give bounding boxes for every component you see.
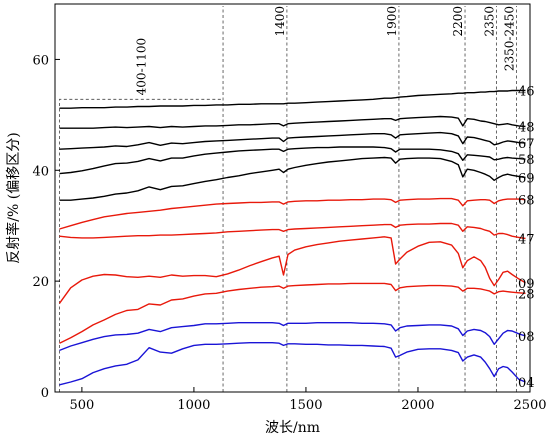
reference-label: 1900 xyxy=(385,6,399,37)
series-line xyxy=(58,236,526,304)
y-axis-label: 反射率/% (偏移区分) xyxy=(5,132,22,263)
series-label: 69 xyxy=(518,171,535,186)
series-line xyxy=(59,146,526,175)
series-line xyxy=(59,197,526,230)
x-tick-label: 1000 xyxy=(177,398,210,413)
series-label: 08 xyxy=(518,330,535,345)
series-line xyxy=(59,222,526,240)
tick-labels: 500 1000 1500 2000 2500 0 20 40 60 xyxy=(32,53,546,413)
series-line xyxy=(59,282,526,344)
series-line xyxy=(59,115,526,129)
highlight-box: 400-1100 xyxy=(59,38,224,392)
x-tick-label: 1500 xyxy=(289,398,322,413)
series-line xyxy=(59,322,526,352)
highlight-box-label: 400-1100 xyxy=(134,38,148,96)
x-axis-label: 波长/nm xyxy=(265,420,320,436)
series-line xyxy=(59,342,526,386)
plot-frame xyxy=(54,3,531,393)
reference-label: 2350-2450 xyxy=(503,6,517,71)
series-group xyxy=(58,89,526,386)
series-line xyxy=(59,131,526,150)
series-label: 48 xyxy=(518,120,535,135)
series-label: 28 xyxy=(518,287,535,302)
series-line xyxy=(59,156,526,201)
series-label: 68 xyxy=(518,194,535,209)
series-label: 09 xyxy=(518,277,535,292)
series-line xyxy=(59,89,526,109)
series-label: 46 xyxy=(518,84,535,99)
y-tick-label: 20 xyxy=(32,275,49,290)
reference-label: 2200 xyxy=(451,6,465,37)
x-tick-label: 2000 xyxy=(401,398,434,413)
series-label: 67 xyxy=(518,137,535,152)
y-tick-label: 40 xyxy=(32,164,49,179)
reference-label: 1400 xyxy=(273,6,287,37)
x-tick-label: 2500 xyxy=(513,398,546,413)
y-tick-label: 0 xyxy=(41,386,49,401)
y-tick-label: 60 xyxy=(32,53,49,68)
axes xyxy=(54,3,531,393)
highlight-box-outline xyxy=(59,98,224,392)
series-label: 58 xyxy=(518,153,535,168)
reference-label: 2350 xyxy=(482,6,496,37)
series-label: 04 xyxy=(518,376,535,391)
x-tick-label: 500 xyxy=(69,398,94,413)
series-label: 47 xyxy=(518,232,535,247)
